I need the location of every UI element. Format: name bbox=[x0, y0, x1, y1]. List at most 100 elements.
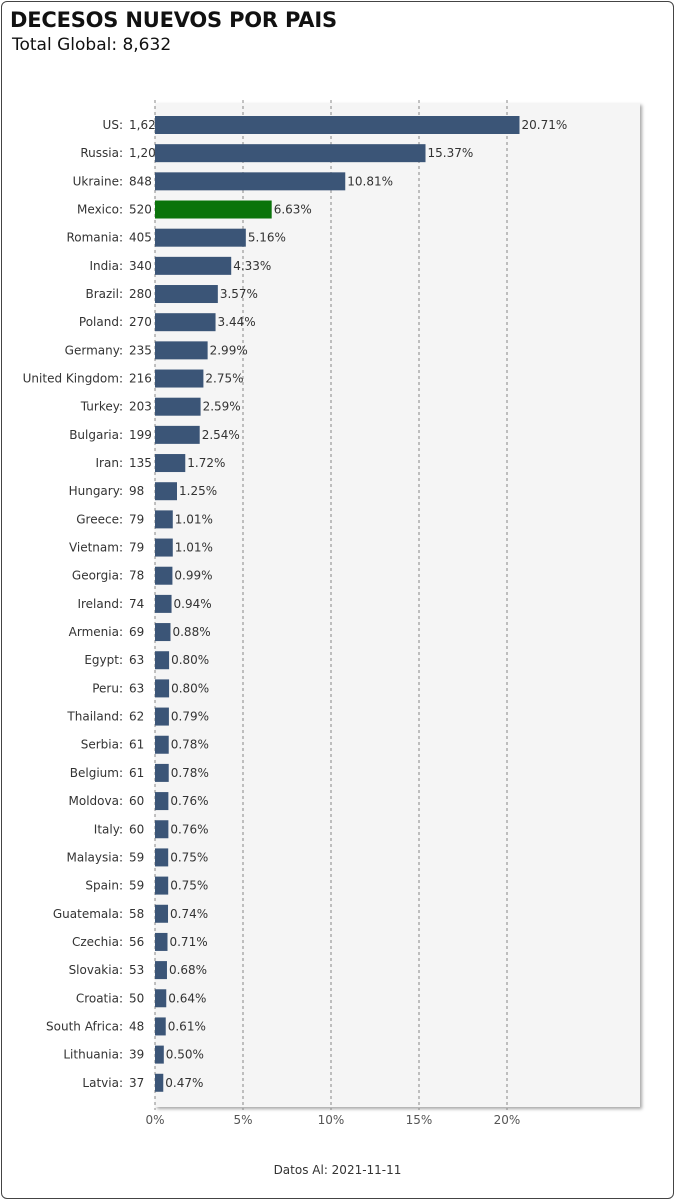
bar bbox=[155, 932, 168, 951]
percent-label: 0.79% bbox=[171, 710, 209, 724]
percent-label: 0.88% bbox=[172, 625, 210, 639]
bar-row: Russia: 1,206 15.37% bbox=[80, 144, 474, 163]
count-label: 58 bbox=[129, 907, 144, 921]
percent-label: 15.37% bbox=[428, 146, 474, 160]
percent-label: 0.94% bbox=[174, 597, 212, 611]
bar-row: Poland: 270 3.44% bbox=[79, 313, 256, 332]
bar-row: Egypt: 63 0.80% bbox=[84, 651, 209, 670]
bar bbox=[155, 369, 204, 388]
count-label: 53 bbox=[129, 963, 144, 977]
count-label: 1,206 bbox=[129, 146, 163, 160]
category-label: Ukraine: bbox=[73, 174, 123, 188]
bar-row: Guatemala: 58 0.74% bbox=[53, 904, 208, 923]
category-label: Malaysia: bbox=[67, 850, 123, 864]
count-label: 69 bbox=[129, 625, 144, 639]
category-label: Turkey: bbox=[80, 400, 123, 414]
bar bbox=[155, 228, 246, 247]
bar-row: Croatia: 50 0.64% bbox=[76, 989, 206, 1008]
bar bbox=[155, 594, 172, 613]
bar bbox=[155, 848, 169, 867]
count-label: 56 bbox=[129, 935, 144, 949]
bar-row: Greece: 79 1.01% bbox=[76, 510, 213, 529]
count-label: 98 bbox=[129, 484, 144, 498]
count-label: 520 bbox=[129, 203, 152, 217]
category-label: Guatemala: bbox=[53, 907, 123, 921]
percent-label: 0.47% bbox=[165, 1076, 203, 1090]
bar-row: Lithuania: 39 0.50% bbox=[63, 1045, 204, 1064]
category-label: Vietnam: bbox=[69, 541, 123, 555]
bar bbox=[155, 989, 167, 1008]
bar bbox=[155, 144, 426, 163]
bar bbox=[155, 904, 169, 923]
percent-label: 0.50% bbox=[166, 1048, 204, 1062]
category-label: Germany: bbox=[65, 343, 123, 357]
percent-label: 5.16% bbox=[248, 231, 286, 245]
bar bbox=[155, 735, 169, 754]
count-label: 59 bbox=[129, 879, 144, 893]
bar-row: Mexico: 520 6.63% bbox=[77, 200, 312, 219]
category-label: South Africa: bbox=[46, 1019, 123, 1033]
category-label: Croatia: bbox=[76, 991, 123, 1005]
count-label: 235 bbox=[129, 343, 152, 357]
bar bbox=[155, 707, 169, 726]
category-label: Hungary: bbox=[69, 484, 123, 498]
percent-label: 0.68% bbox=[169, 963, 207, 977]
percent-label: 0.80% bbox=[171, 681, 209, 695]
percent-label: 0.78% bbox=[171, 738, 209, 752]
category-label: Russia: bbox=[80, 146, 123, 160]
count-label: 59 bbox=[129, 850, 144, 864]
count-label: 62 bbox=[129, 710, 144, 724]
bar-row: Armenia: 69 0.88% bbox=[69, 623, 211, 642]
bar-row: Vietnam: 79 1.01% bbox=[69, 538, 213, 557]
category-label: Egypt: bbox=[84, 653, 123, 667]
bar-row: Turkey: 203 2.59% bbox=[80, 397, 241, 416]
bar bbox=[155, 200, 272, 219]
percent-label: 0.71% bbox=[169, 935, 207, 949]
bar bbox=[155, 116, 520, 134]
bar-row: Hungary: 98 1.25% bbox=[69, 482, 217, 501]
count-label: 216 bbox=[129, 372, 152, 386]
plot-area bbox=[155, 103, 640, 1107]
count-label: 1,625 bbox=[129, 118, 163, 132]
category-label: India: bbox=[90, 259, 124, 273]
bar bbox=[155, 566, 173, 585]
category-label: Czechia: bbox=[72, 935, 123, 949]
bar-row: Italy: 60 0.76% bbox=[94, 820, 209, 839]
count-label: 405 bbox=[129, 231, 152, 245]
percent-label: 0.99% bbox=[174, 569, 212, 583]
bar-row: Romania: 405 5.16% bbox=[66, 228, 286, 247]
bar bbox=[155, 454, 186, 473]
count-label: 280 bbox=[129, 287, 152, 301]
bar-row: Thailand: 62 0.79% bbox=[66, 707, 209, 726]
category-label: US: bbox=[103, 118, 123, 132]
percent-label: 2.99% bbox=[210, 343, 248, 357]
bar-row: Germany: 235 2.99% bbox=[65, 341, 248, 360]
category-label: Brazil: bbox=[85, 287, 123, 301]
percent-label: 0.75% bbox=[170, 879, 208, 893]
category-label: Poland: bbox=[79, 315, 123, 329]
count-label: 203 bbox=[129, 400, 152, 414]
bar-row: Ireland: 74 0.94% bbox=[77, 594, 212, 613]
count-label: 63 bbox=[129, 681, 144, 695]
bar bbox=[155, 510, 173, 529]
percent-label: 1.25% bbox=[179, 484, 217, 498]
bar-row: Bulgaria: 199 2.54% bbox=[69, 425, 240, 444]
percent-label: 0.78% bbox=[171, 766, 209, 780]
x-tick-label: 15% bbox=[406, 1113, 433, 1127]
bar-row: Czechia: 56 0.71% bbox=[72, 932, 208, 951]
count-label: 78 bbox=[129, 569, 144, 583]
bar bbox=[155, 172, 346, 191]
count-label: 60 bbox=[129, 794, 144, 808]
x-tick-label: 5% bbox=[233, 1113, 252, 1127]
bar bbox=[155, 397, 201, 416]
bar-row: US: 1,625 20.71% bbox=[103, 116, 567, 134]
percent-label: 4.33% bbox=[233, 259, 271, 273]
bar bbox=[155, 256, 232, 275]
count-label: 340 bbox=[129, 259, 152, 273]
percent-label: 0.76% bbox=[170, 822, 208, 836]
percent-label: 3.44% bbox=[218, 315, 256, 329]
bar-row: Iran: 135 1.72% bbox=[96, 454, 225, 473]
bar bbox=[155, 313, 216, 332]
category-label: Peru: bbox=[92, 681, 123, 695]
count-label: 61 bbox=[129, 766, 144, 780]
